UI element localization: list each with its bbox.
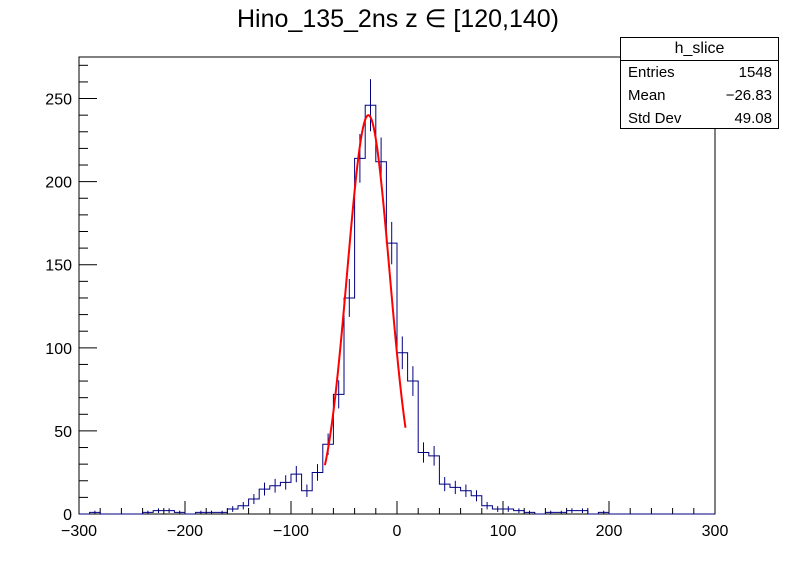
stats-stddev-value: 49.08 [734, 110, 772, 127]
y-tick-label: 100 [45, 341, 72, 358]
x-tick-label: −100 [273, 523, 309, 540]
stats-stddev-row: Std Dev 49.08 [621, 107, 778, 130]
histogram-bars [79, 104, 715, 515]
histogram-bin [365, 105, 376, 514]
stats-mean-row: Mean −26.83 [621, 84, 778, 107]
chart-title: Hino_135_2ns z ∈ [120,140) [237, 5, 559, 33]
stats-name: h_slice [621, 38, 778, 61]
y-tick-label: 200 [45, 175, 72, 192]
histogram-bin [386, 243, 397, 514]
gaussian-fit-curve [323, 114, 407, 466]
stats-stddev-label: Std Dev [628, 110, 682, 127]
histogram-bin [355, 158, 366, 514]
x-tick-label: 300 [702, 523, 729, 540]
axes: −300 −200 −100 0 100 200 300 0 50 100 150 200 250 [45, 64, 729, 540]
x-tick-label: 0 [393, 523, 402, 540]
y-tick-label: 250 [45, 92, 72, 109]
histogram-bin [333, 394, 344, 514]
y-tick-label: 150 [45, 258, 72, 275]
x-tick-label: 100 [490, 523, 517, 540]
x-tick-label: −300 [61, 523, 97, 540]
y-tick-label: 0 [63, 507, 72, 524]
error-bars [94, 79, 605, 514]
histogram-bin [344, 298, 355, 514]
stats-mean-label: Mean [628, 87, 666, 104]
y-tick-label: 50 [54, 424, 72, 441]
stats-entries-row: Entries 1548 [621, 61, 778, 84]
x-tick-label: 200 [596, 523, 623, 540]
histogram-bin [408, 381, 419, 514]
stats-mean-value: −26.83 [725, 87, 772, 104]
fit-curve-group [323, 114, 407, 466]
stats-entries-label: Entries [628, 64, 675, 81]
histogram-outline [79, 104, 715, 515]
stats-box: h_slice Entries 1548 Mean −26.83 Std Dev… [620, 37, 779, 129]
x-tick-label: −200 [167, 523, 203, 540]
stats-entries-value: 1548 [738, 64, 772, 81]
